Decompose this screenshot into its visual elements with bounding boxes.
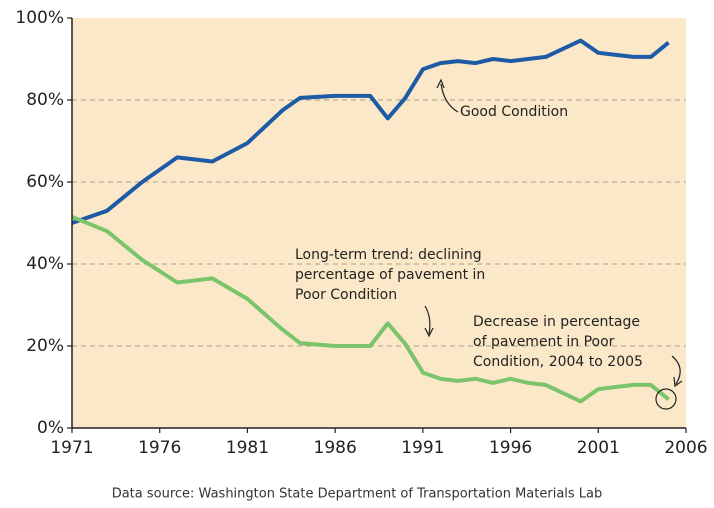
y-tick-label: 80% xyxy=(26,90,64,110)
x-tick-label: 1971 xyxy=(50,438,93,458)
annotation: of pavement in Poor xyxy=(473,334,615,350)
annotation: Good Condition xyxy=(460,104,568,120)
series-line xyxy=(71,214,670,404)
annotation: percentage of pavement in xyxy=(295,267,485,283)
y-tick-label: 60% xyxy=(26,172,64,192)
x-tick-label: 1976 xyxy=(138,438,181,458)
annotation: Decrease in percentage xyxy=(473,314,640,330)
arrow xyxy=(440,83,459,113)
annotation: Poor Condition xyxy=(295,287,397,303)
arrow-head xyxy=(436,78,445,89)
arrow-head xyxy=(673,376,683,388)
y-tick-label: 0% xyxy=(37,418,64,438)
y-tick-label: 40% xyxy=(26,254,64,274)
annotation: Condition, 2004 to 2005 xyxy=(473,354,643,370)
annotation: Long-term trend: declining xyxy=(295,247,482,263)
x-tick-label: 1991 xyxy=(401,438,444,458)
x-tick-label: 1981 xyxy=(226,438,269,458)
lines xyxy=(71,38,670,404)
arrow xyxy=(671,355,681,385)
y-tick-label: 100% xyxy=(15,8,64,28)
arrow-head xyxy=(424,327,434,338)
grid xyxy=(72,99,686,347)
x-tick-label: 2001 xyxy=(577,438,620,458)
series-line xyxy=(71,38,670,225)
plot-background xyxy=(72,18,686,428)
x-tick-label: 1986 xyxy=(314,438,357,458)
highlight-circle xyxy=(655,388,677,410)
x-tick-label: 1996 xyxy=(489,438,532,458)
source: Data source: Washington State Department… xyxy=(112,487,603,502)
x-tick-label: 2006 xyxy=(664,438,707,458)
arrow xyxy=(424,305,431,335)
y-tick-label: 20% xyxy=(26,336,64,356)
